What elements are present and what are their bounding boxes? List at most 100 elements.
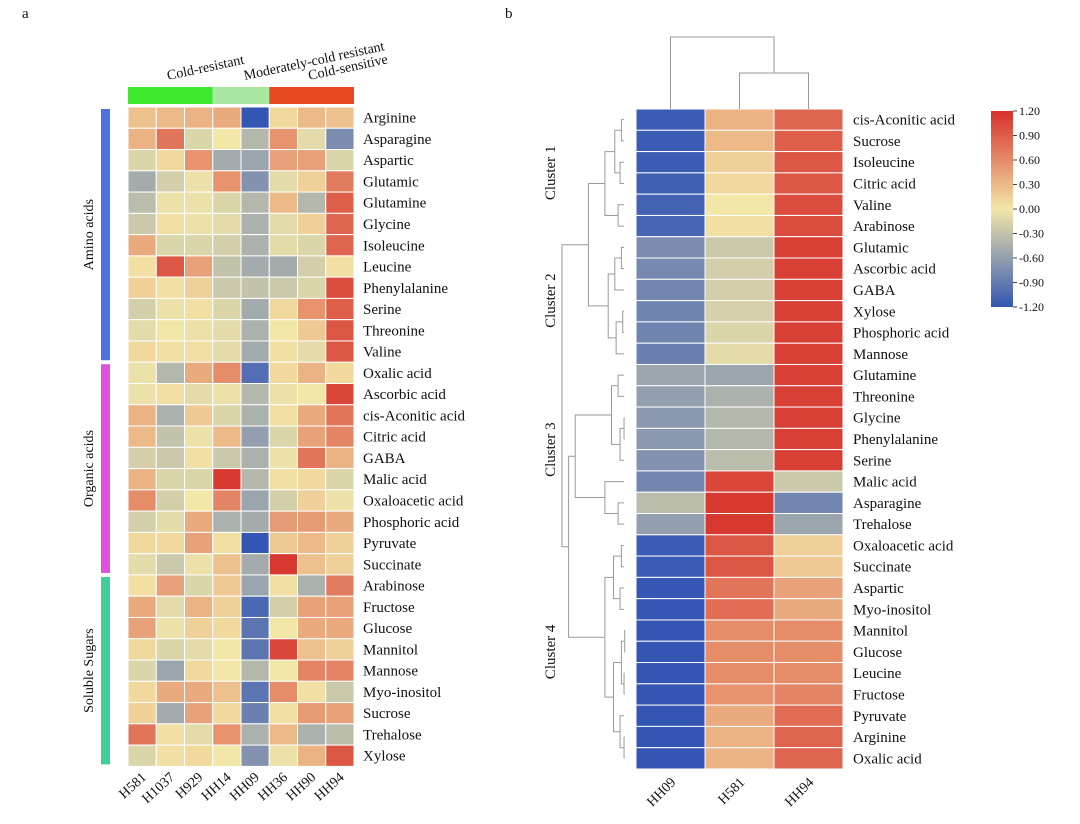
heatmap-cell <box>297 510 327 533</box>
heatmap-cell <box>773 513 844 536</box>
heatmap-cell <box>773 236 844 259</box>
heatmap-cell <box>240 574 270 597</box>
heatmap-cell <box>127 255 157 278</box>
heatmap-cell <box>212 319 242 342</box>
heatmap-cell <box>184 297 214 321</box>
heatmap-cell <box>635 513 706 536</box>
row-label: Phosphoric acid <box>853 326 950 342</box>
dendrogram-branch <box>619 587 624 610</box>
heatmap-cell <box>325 510 355 533</box>
column-label: H1037 <box>140 770 178 807</box>
heatmap-cell <box>704 342 775 365</box>
heatmap-cell <box>704 725 775 749</box>
heatmap-cell <box>704 747 775 770</box>
heatmap-cell <box>240 361 270 385</box>
heatmap-cell <box>704 513 775 536</box>
row-label: Myo-inositol <box>363 685 441 701</box>
heatmap-cell <box>268 170 298 193</box>
heatmap-cell <box>635 300 706 323</box>
heatmap-cell <box>240 404 270 427</box>
heatmap-cell <box>184 638 214 661</box>
heatmap-cell <box>297 234 327 257</box>
dendrogram-branch <box>604 151 619 216</box>
heatmap-cell <box>184 595 214 618</box>
row-label: Leucine <box>853 666 902 682</box>
heatmap-cell <box>635 534 706 557</box>
heatmap-cell <box>325 553 355 576</box>
heatmap-cell <box>127 659 157 682</box>
column-label: HH14 <box>199 770 234 804</box>
heatmap-panel-a: Arginine Asparagine Aspartic Glutamic Glutam… <box>82 39 466 806</box>
heatmap-cell <box>240 468 270 491</box>
heatmap-cell <box>268 723 298 746</box>
heatmap-cell <box>212 340 242 363</box>
row-label: Fructose <box>363 600 415 616</box>
heatmap-cell <box>268 616 298 640</box>
heatmap-cell <box>635 725 706 749</box>
heatmap-cell <box>127 489 157 512</box>
heatmap-cell <box>773 555 844 578</box>
heatmap-cell <box>212 531 242 555</box>
heatmap-cell <box>297 212 327 236</box>
heatmap-cell <box>635 555 706 578</box>
heatmap-cell <box>212 276 242 299</box>
heatmap-cell <box>240 553 270 576</box>
dendrogram-branch <box>670 36 775 109</box>
column-label: HH09 <box>645 775 680 810</box>
heatmap-cell <box>155 404 185 427</box>
heatmap-cell <box>297 595 327 618</box>
group-bar <box>101 576 110 765</box>
heatmap-cell <box>268 446 298 470</box>
panel-label-a: a <box>22 6 29 22</box>
heatmap-cell <box>325 149 355 172</box>
heatmap-cell <box>184 680 214 704</box>
row-label: Trehalose <box>853 517 912 533</box>
dendrogram-branch <box>617 374 624 397</box>
row-label: Sucrose <box>853 134 901 150</box>
heatmap-cell <box>212 297 242 321</box>
legend-tick-label: -0.30 <box>1019 227 1044 241</box>
heatmap-cell <box>773 640 844 664</box>
heatmap-cell <box>240 340 270 363</box>
heatmap-cell <box>127 425 157 448</box>
heatmap-cell <box>635 576 706 600</box>
heatmap-cell <box>635 278 706 302</box>
heatmap-cell <box>184 319 214 342</box>
heatmap-cell <box>212 212 242 236</box>
heatmap-cell <box>240 702 270 725</box>
heatmap-cell <box>155 553 185 576</box>
heatmap-cell <box>773 470 844 493</box>
row-label: Glycine <box>853 411 901 427</box>
row-label: Arabinose <box>363 579 425 595</box>
heatmap-cell <box>240 446 270 470</box>
row-label: Isoleucine <box>363 238 425 254</box>
heatmap-cell <box>704 129 775 153</box>
heatmap-cell <box>212 744 242 767</box>
heatmap-cell <box>268 106 298 129</box>
heatmap-cell <box>212 616 242 640</box>
heatmap-cell <box>635 427 706 451</box>
heatmap-cell <box>155 191 185 214</box>
heatmap-cell <box>127 340 157 363</box>
row-label: Threonine <box>363 323 425 339</box>
heatmap-cell <box>184 340 214 363</box>
heatmap-cell <box>635 257 706 280</box>
heatmap-cell <box>704 172 775 195</box>
heatmap-cell <box>297 574 327 597</box>
heatmap-cell <box>184 170 214 193</box>
heatmap-cell <box>240 531 270 555</box>
group-bar <box>101 109 110 361</box>
heatmap-cell <box>773 151 844 174</box>
heatmap-cell <box>212 383 242 406</box>
heatmap-cell <box>773 576 844 600</box>
heatmap-cell <box>127 319 157 342</box>
heatmap-cell <box>184 659 214 682</box>
row-label: GABA <box>363 451 406 467</box>
heatmap-cell <box>212 446 242 470</box>
column-label: HH94 <box>783 775 818 810</box>
row-label: Mannitol <box>853 624 908 640</box>
heatmap-cell <box>155 595 185 618</box>
heatmap-cell <box>325 744 355 767</box>
heatmap-cell <box>212 702 242 725</box>
heatmap-cell <box>773 449 844 472</box>
